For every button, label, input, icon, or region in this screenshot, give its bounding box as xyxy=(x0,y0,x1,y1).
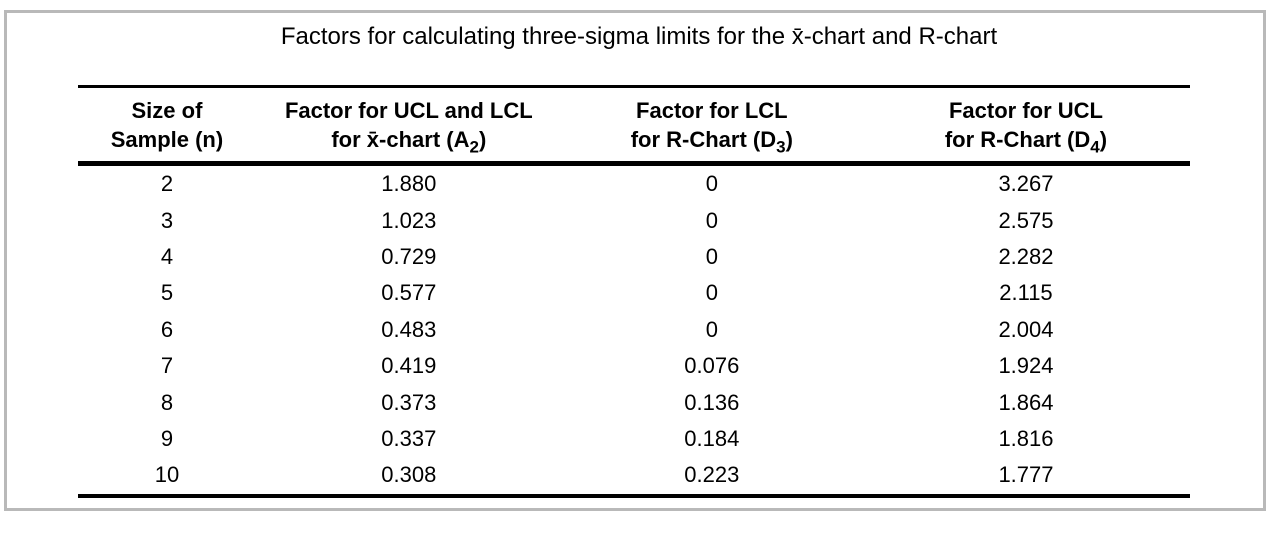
table-row: 5 0.577 0 2.115 xyxy=(78,275,1190,311)
table-header: Size of Sample (n) Factor for UCL and LC… xyxy=(78,86,1190,166)
table-row: 9 0.337 0.184 1.816 xyxy=(78,421,1190,457)
table-row: 2 1.880 0 3.267 xyxy=(78,164,1190,203)
column-header-d3: Factor for LCL for R-Chart (D3) xyxy=(561,86,862,166)
cell-d3: 0 xyxy=(705,243,718,269)
column-header-d4: Factor for UCL for R-Chart (D4) xyxy=(861,86,1190,166)
cell-n: 4 xyxy=(160,243,174,269)
header-subscript: 3 xyxy=(776,137,786,157)
cell-d3: 0 xyxy=(705,171,718,197)
cell-n: 8 xyxy=(160,389,174,415)
cell-a2: 0.577 xyxy=(381,280,437,306)
cell-a2: 0.337 xyxy=(381,425,437,451)
header-line2: for x̄-chart (A2) xyxy=(256,125,562,157)
cell-n: 6 xyxy=(160,316,174,342)
cell-d3: 0.076 xyxy=(684,353,740,379)
cell-a2: 0.308 xyxy=(381,462,437,488)
header-line2: for R-Chart (D4) xyxy=(862,125,1190,157)
header-line2-text: for R-Chart (D xyxy=(944,127,1091,152)
header-line2: for R-Chart (D3) xyxy=(562,125,862,157)
column-header-sample-size: Size of Sample (n) xyxy=(78,86,256,166)
cell-a2: 0.419 xyxy=(381,353,437,379)
table-row: 4 0.729 0 2.282 xyxy=(78,239,1190,275)
cell-n: 5 xyxy=(160,280,174,306)
table-row: 3 1.023 0 2.575 xyxy=(78,202,1190,238)
cell-d3: 0.184 xyxy=(684,425,740,451)
header-line1: Size of xyxy=(131,98,203,123)
cell-d4: 1.924 xyxy=(998,353,1054,379)
cell-n: 10 xyxy=(154,462,180,488)
cell-d3: 0 xyxy=(705,316,718,342)
table-title: Factors for calculating three-sigma limi… xyxy=(280,23,998,50)
cell-d3: 0.136 xyxy=(684,389,740,415)
cell-n: 9 xyxy=(160,425,174,451)
cell-a2: 0.483 xyxy=(381,316,437,342)
table-row: 8 0.373 0.136 1.864 xyxy=(78,384,1190,420)
header-line2: Sample (n) xyxy=(78,125,256,154)
cell-d4: 1.864 xyxy=(998,389,1054,415)
cell-d4: 2.115 xyxy=(999,280,1053,306)
header-subscript: 4 xyxy=(1090,137,1100,157)
column-header-a2: Factor for UCL and LCL for x̄-chart (A2) xyxy=(255,86,562,166)
cell-d3: 0 xyxy=(705,207,718,233)
header-line2-text: for x̄-chart (A xyxy=(331,127,470,152)
table-row: 7 0.419 0.076 1.924 xyxy=(78,348,1190,384)
cell-d4: 2.575 xyxy=(998,207,1054,233)
cell-d4: 3.267 xyxy=(998,171,1054,197)
cell-d4: 1.816 xyxy=(998,425,1054,451)
cell-d4: 2.004 xyxy=(998,316,1054,342)
header-line1: Factor for UCL xyxy=(948,98,1103,123)
cell-n: 7 xyxy=(160,353,174,379)
header-line1: Factor for LCL xyxy=(636,98,788,123)
factors-table: Size of Sample (n) Factor for UCL and LC… xyxy=(78,85,1190,498)
table-body: 2 1.880 0 3.267 3 1.023 0 2.575 4 0.729 … xyxy=(78,164,1190,496)
header-row: Size of Sample (n) Factor for UCL and LC… xyxy=(78,86,1190,166)
header-line2-close: ) xyxy=(785,127,793,152)
cell-a2: 0.373 xyxy=(381,389,437,415)
header-line2-close: ) xyxy=(478,127,487,152)
header-line2-close: ) xyxy=(1099,127,1108,152)
table-row: 6 0.483 0 2.004 xyxy=(78,312,1190,348)
cell-n: 2 xyxy=(160,171,174,197)
cell-a2: 1.023 xyxy=(381,207,437,233)
table-row: 10 0.308 0.223 1.777 xyxy=(78,457,1190,495)
cell-a2: 1.880 xyxy=(381,171,437,197)
cell-d3: 0 xyxy=(705,280,718,306)
header-line1: Factor for UCL and LCL xyxy=(284,98,533,123)
cell-d4: 2.282 xyxy=(998,243,1054,269)
cell-d4: 1.777 xyxy=(998,462,1054,488)
cell-d3: 0.223 xyxy=(684,462,740,488)
cell-a2: 0.729 xyxy=(381,243,437,269)
header-line2-text: for R-Chart (D xyxy=(630,127,777,152)
cell-n: 3 xyxy=(160,207,174,233)
header-line2-text: Sample (n) xyxy=(110,127,224,152)
header-subscript: 2 xyxy=(469,137,479,157)
